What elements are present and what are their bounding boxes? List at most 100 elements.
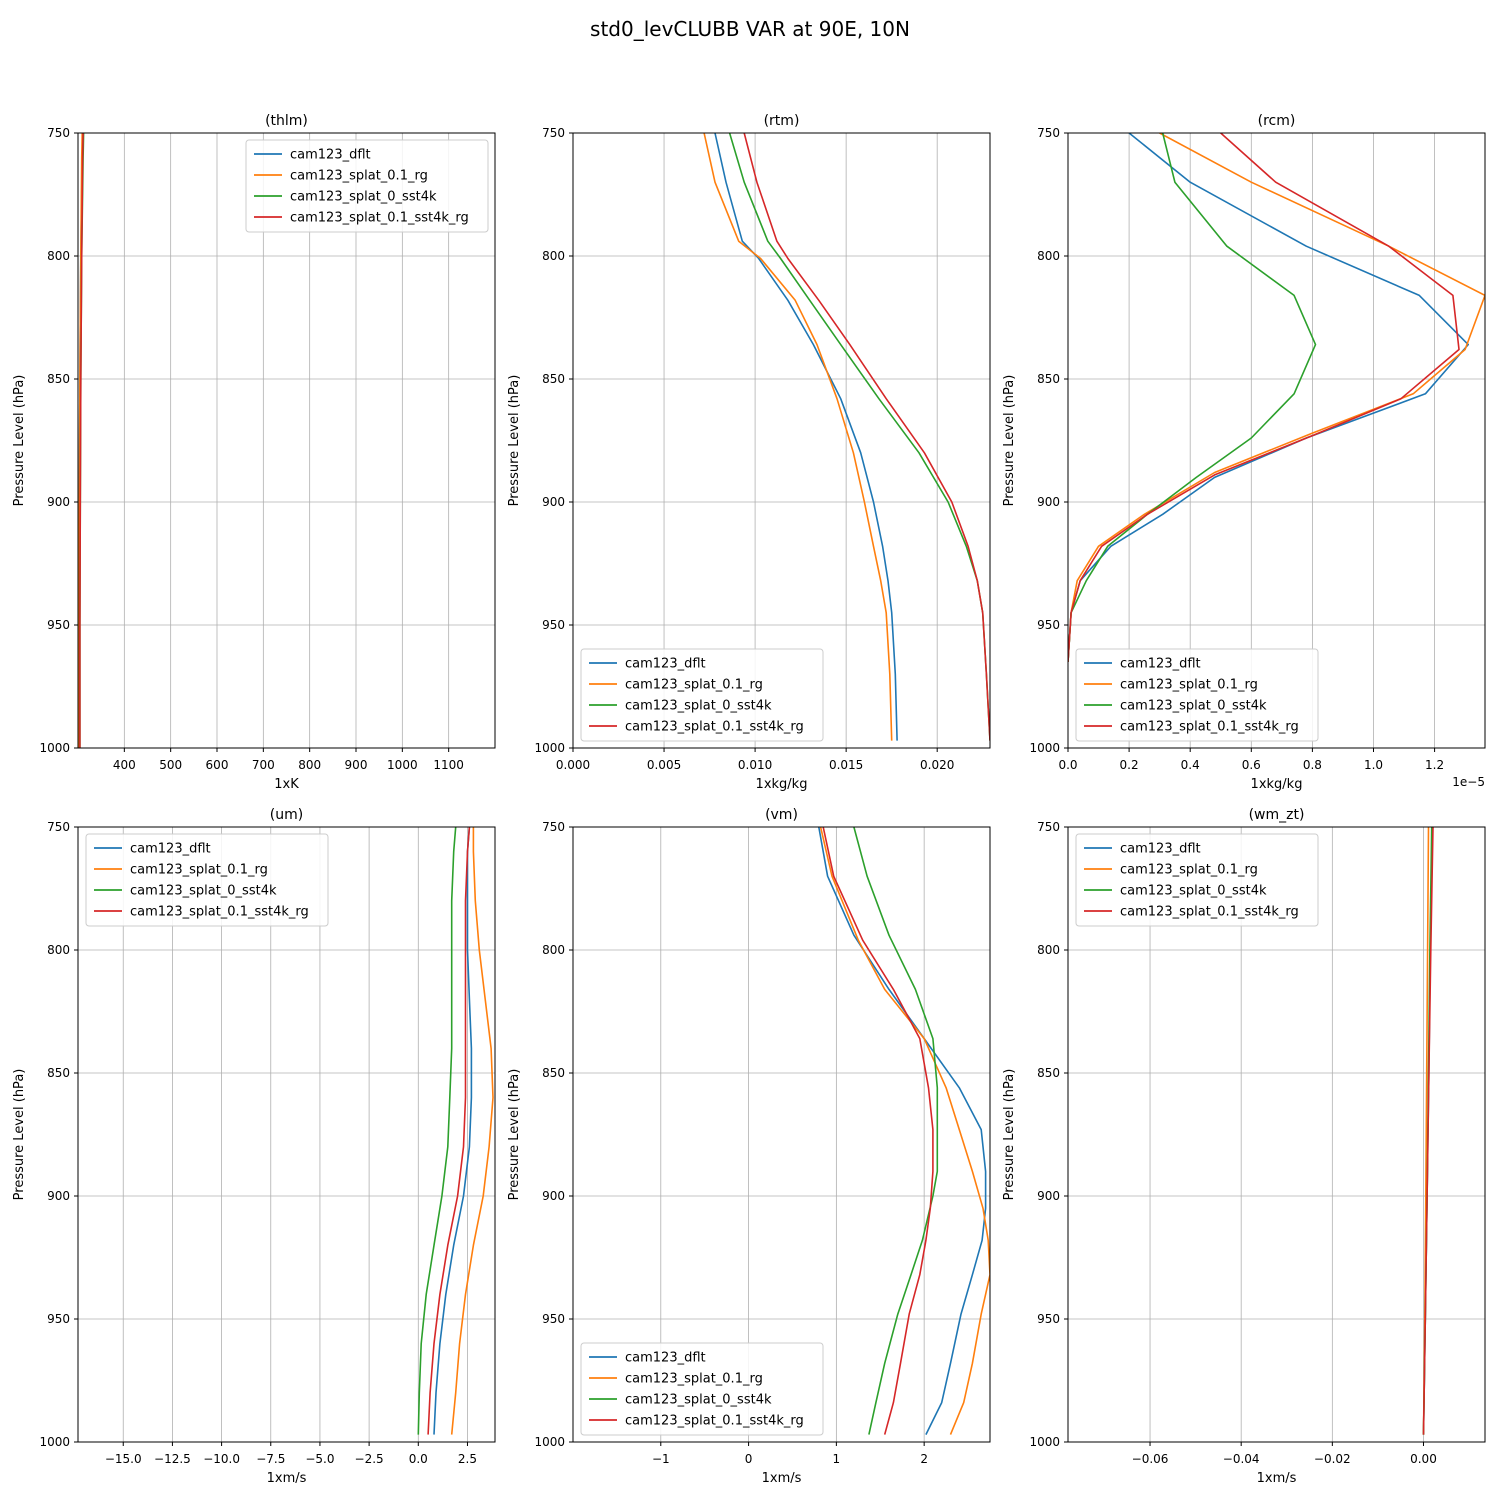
y-tick-label: 900	[47, 495, 70, 509]
y-tick-label: 750	[1037, 820, 1060, 834]
x-tick-label: 1	[833, 1452, 841, 1466]
legend-label: cam123_splat_0_sst4k	[625, 699, 772, 714]
legend-box	[85, 833, 329, 927]
y-tick-label: 1000	[1029, 741, 1060, 755]
y-tick-label: 750	[542, 820, 565, 834]
legend-label: cam123_dflt	[290, 148, 371, 163]
x-tick-label: −10.0	[203, 1452, 240, 1466]
axes-frame	[77, 826, 496, 1443]
subplot-rcm: 0.0 0.2 0.4 0.6 0.8 1.0 1.2 750 800 850 900 950 1000…	[1002, 113, 1486, 792]
y-tick-label: 900	[542, 495, 565, 509]
x-axis-label: 1xK	[274, 777, 299, 792]
subplot-title: (vm)	[765, 807, 798, 823]
legend-label: cam123_splat_0.1_rg	[1120, 863, 1258, 878]
series-group	[818, 827, 990, 1435]
x-tick-label: 0.000	[556, 758, 590, 772]
y-tick-label: 900	[542, 1189, 565, 1203]
x-tick-label: −7.5	[256, 1452, 285, 1466]
y-tick-label: 950	[1037, 618, 1060, 632]
y-tick-label: 850	[1037, 1066, 1060, 1080]
legend: cam123_dflt cam123_splat_0.1_rg cam123_spl…	[85, 833, 329, 927]
x-tick-label: −1	[652, 1452, 670, 1466]
series-line-cam123-splat-0-1-rg	[78, 133, 83, 748]
legend: cam123_dflt cam123_splat_0.1_rg cam123_spl…	[580, 1342, 824, 1436]
x-tick-label: 0	[745, 1452, 753, 1466]
x-axis-label: 1xkg/kg	[756, 777, 808, 792]
x-axis-label: 1xkg/kg	[1251, 777, 1303, 792]
series-line-cam123-splat-0-sst4k	[417, 827, 457, 1435]
series-line-cam123-splat-0-1-rg	[703, 133, 893, 741]
legend-label: cam123_dflt	[1120, 657, 1201, 672]
legend-label: cam123_splat_0.1_sst4k_rg	[1120, 720, 1299, 735]
y-tick-label: 950	[542, 618, 565, 632]
y-tick-label: 800	[1037, 249, 1060, 263]
series-line-cam123-splat-0-1-sst4k-rg	[79, 133, 84, 748]
series-line-cam123-splat-0-1-rg	[450, 827, 494, 1435]
y-tick-label: 800	[542, 943, 565, 957]
x-tick-label: −0.02	[1314, 1452, 1351, 1466]
series-line-cam123-splat-0-sst4k	[853, 827, 939, 1435]
y-tick-label: 1000	[534, 1435, 565, 1449]
x-tick-label: 0.0	[409, 1452, 428, 1466]
series-line-cam123-dflt	[714, 133, 898, 741]
y-axis-label: Pressure Level (hPa)	[12, 1069, 27, 1201]
legend-box	[1075, 833, 1319, 927]
legend-box	[580, 1342, 824, 1436]
legend-box	[580, 648, 824, 742]
legend-label: cam123_splat_0_sst4k	[130, 884, 277, 899]
x-tick-label: 0.8	[1303, 758, 1322, 772]
x-tick-label: 900	[345, 758, 368, 772]
y-tick-label: 900	[47, 1189, 70, 1203]
legend-label: cam123_splat_0.1_sst4k_rg	[625, 1414, 804, 1429]
x-tick-label: 0.2	[1120, 758, 1139, 772]
x-tick-label: −15.0	[105, 1452, 142, 1466]
y-tick-label: 850	[542, 372, 565, 386]
y-tick-label: 950	[47, 618, 70, 632]
x-tick-label: 500	[159, 758, 182, 772]
legend-box	[1075, 648, 1319, 742]
x-tick-label: −0.06	[1132, 1452, 1169, 1466]
x-tick-label: 800	[298, 758, 321, 772]
subplot-title: (um)	[270, 807, 303, 823]
legend: cam123_dflt cam123_splat_0.1_rg cam123_spl…	[580, 648, 824, 742]
axes-frame	[1067, 132, 1486, 749]
x-tick-label: 0.6	[1242, 758, 1261, 772]
legend-label: cam123_splat_0.1_rg	[290, 169, 428, 184]
series-group	[703, 133, 990, 741]
series-group	[1068, 133, 1485, 662]
x-tick-label: 0.0	[1058, 758, 1077, 772]
legend-label: cam123_splat_0.1_rg	[625, 678, 763, 693]
x-tick-label: 2	[920, 1452, 928, 1466]
x-offset-text: 1e−5	[1452, 775, 1485, 789]
legend-label: cam123_dflt	[625, 1351, 706, 1366]
x-axis-label: 1xm/s	[1257, 1471, 1297, 1486]
axes-frame	[77, 132, 496, 749]
legend-label: cam123_dflt	[1120, 842, 1201, 857]
x-tick-label: 1.2	[1425, 758, 1444, 772]
x-tick-label: −12.5	[154, 1452, 191, 1466]
x-tick-label: −2.5	[355, 1452, 384, 1466]
subplot-rtm: 0.000 0.005 0.010 0.015 0.020 750 800 850 900 950…	[507, 113, 991, 792]
subplot-vm: −1 0 1 2 750 800 850 900 950 1000 (vm) 1xm/s Pressur…	[507, 807, 991, 1486]
y-tick-label: 800	[542, 249, 565, 263]
x-tick-label: 0.015	[829, 758, 863, 772]
x-tick-label: 1000	[387, 758, 418, 772]
y-tick-label: 800	[1037, 943, 1060, 957]
series-line-cam123-splat-0-1-sst4k-rg	[427, 827, 471, 1435]
legend: cam123_dflt cam123_splat_0.1_rg cam123_spl…	[1075, 648, 1319, 742]
y-tick-label: 750	[1037, 126, 1060, 140]
y-tick-label: 750	[542, 126, 565, 140]
y-tick-label: 950	[47, 1312, 70, 1326]
legend-label: cam123_splat_0.1_rg	[625, 1372, 763, 1387]
axes-frame	[572, 132, 991, 749]
y-tick-label: 1000	[39, 741, 70, 755]
legend-label: cam123_splat_0.1_rg	[130, 863, 268, 878]
y-axis-label: Pressure Level (hPa)	[1002, 1069, 1017, 1201]
x-tick-label: 600	[206, 758, 229, 772]
x-tick-label: 0.4	[1181, 758, 1200, 772]
x-tick-label: 1.0	[1364, 758, 1383, 772]
series-group	[417, 827, 494, 1435]
axes-frame	[572, 826, 991, 1443]
series-group	[78, 133, 85, 748]
series-group	[1422, 827, 1434, 1435]
